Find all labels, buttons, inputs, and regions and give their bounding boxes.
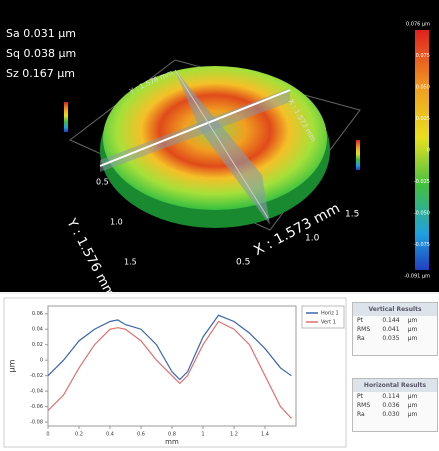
y-tick-label: -0.02 [30, 373, 43, 379]
table-cell: Ra [357, 335, 382, 342]
surface-view: Sa 0.031 µm Sq 0.038 µm Sz 0.167 µm X : … [0, 0, 439, 292]
table-cell: µm [408, 335, 433, 342]
colorbar-label: 0.025 [416, 116, 430, 122]
y-tick-label: 0.04 [32, 327, 43, 333]
y-tick-label: -0.08 [30, 420, 43, 426]
x-axis-label: mm [165, 438, 179, 446]
y-tick-label: 1.5 [124, 258, 137, 267]
colorbar-label: 0.075 [416, 53, 430, 59]
table-cell: Pt [357, 317, 382, 324]
x-tick-label: 1 [201, 432, 204, 438]
y-tick-label: 0.5 [96, 178, 109, 187]
x-tick-label: 0.8 [168, 432, 176, 438]
y-tick-label: -0.06 [30, 404, 43, 410]
x-tick-label: 0.2 [75, 432, 83, 438]
colorbar-label: 0 [427, 148, 430, 154]
parameter: Sq 0.038 µm [6, 47, 76, 60]
marker-bar [356, 140, 360, 170]
x-tick-label: 0 [46, 432, 49, 438]
legend-label: Horiz 1 [321, 311, 339, 317]
table-title: Horizontal Results [353, 379, 437, 392]
page: {"parameters": ["Sa 0.031 µm", "Sq 0.038… [0, 0, 439, 451]
colorbar-label: -0.025 [414, 179, 430, 185]
table-cell: µm [408, 326, 433, 333]
table-cell: 0.035 [382, 335, 407, 342]
table-cell: 0.036 [382, 402, 407, 409]
marker-bar [64, 102, 68, 132]
x-tick-label: 0.4 [106, 432, 114, 438]
parameter: Sa 0.031 µm [6, 27, 76, 40]
x-tick-label: 0.5 [236, 258, 250, 268]
y-tick-label: 1.0 [110, 218, 123, 227]
table-cell: µm [408, 402, 433, 409]
profile-chart: µm mm 0.060.040.020-0.02-0.04-0.06-0.080… [0, 294, 348, 451]
y-axis-label: µm [8, 359, 17, 372]
chart-frame [4, 298, 346, 447]
parameter: Sz 0.167 µm [6, 67, 75, 80]
table-cell: Ra [357, 411, 382, 418]
table-cell: µm [408, 393, 433, 400]
x-tick-label: 1.4 [261, 432, 269, 438]
y-tick-label: 0.06 [32, 311, 43, 317]
table-cell: 0.041 [382, 326, 407, 333]
table-cell: µm [408, 411, 433, 418]
x-tick-label: 1.5 [345, 210, 359, 220]
colorbar-label: 0.076 µm [406, 22, 430, 28]
colorbar-label: -0.091 µm [404, 274, 430, 280]
legend-label: Vert 1 [321, 320, 336, 326]
table-cell: 0.030 [382, 411, 407, 418]
colorbar-label: 0.050 [416, 85, 430, 91]
colorbar-label: -0.050 [414, 211, 430, 217]
y-tick-label: -0.04 [30, 389, 43, 395]
table-cell: 0.114 [382, 393, 407, 400]
table-cell: Pt [357, 393, 382, 400]
x-tick-label: 1.2 [230, 432, 238, 438]
x-tick-label: 1.0 [305, 234, 320, 244]
x-tick-label: 0.6 [137, 432, 145, 438]
colorbar-label: -0.075 [414, 242, 430, 248]
table-cell: µm [408, 317, 433, 324]
table-title: Vertical Results [353, 303, 437, 316]
y-tick-label: 0.02 [32, 342, 43, 348]
table-cell: RMS [357, 402, 382, 409]
y-tick-label: 0 [40, 358, 43, 364]
table-cell: 0.144 [382, 317, 407, 324]
table-cell: RMS [357, 326, 382, 333]
